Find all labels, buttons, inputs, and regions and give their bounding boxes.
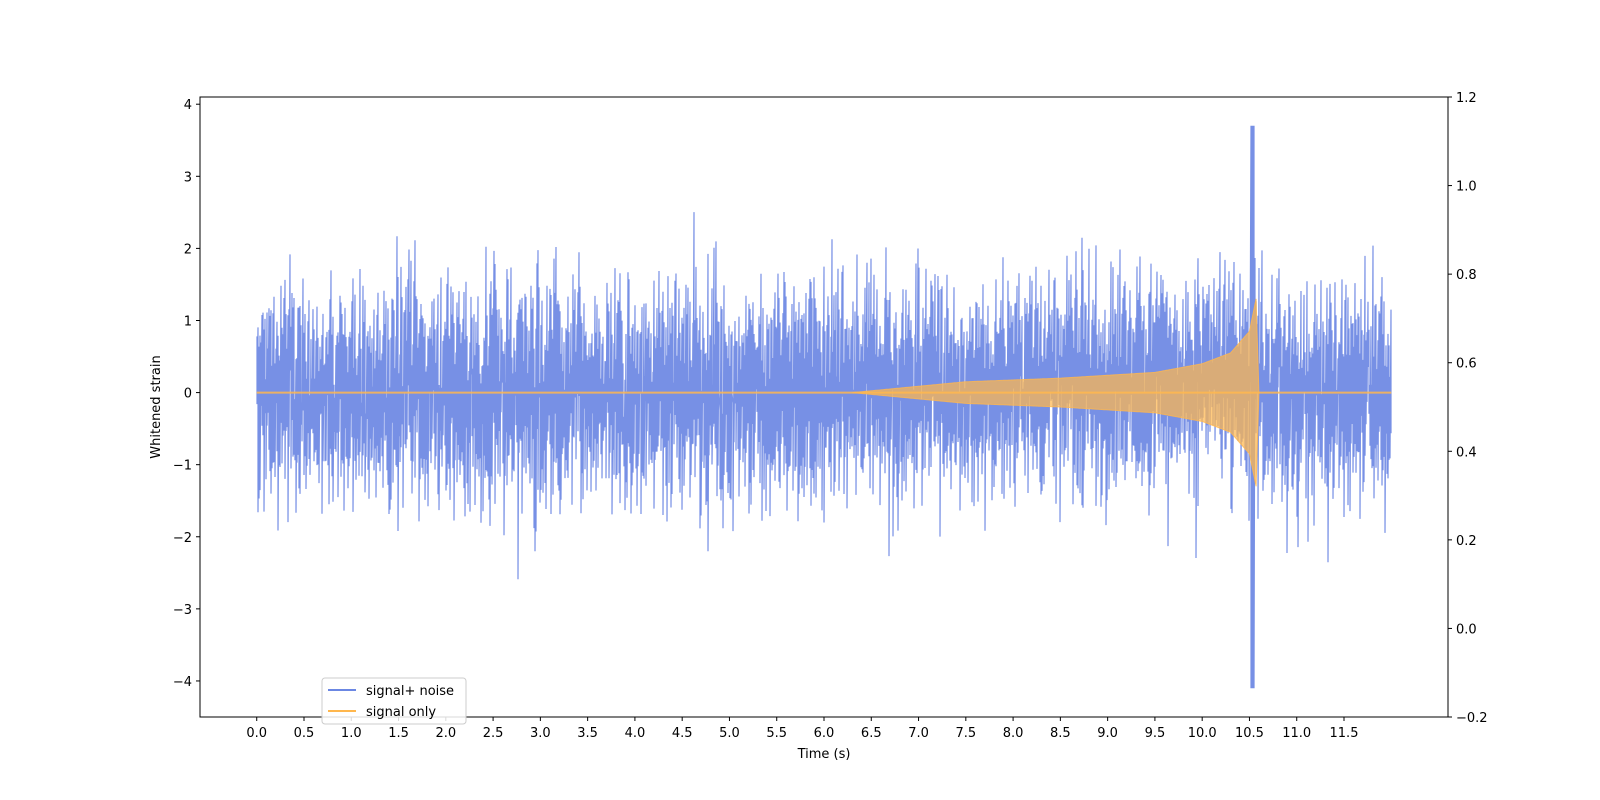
x-tick-label: 1.0: [341, 726, 362, 741]
y2-tick-label: 0.6: [1456, 357, 1477, 372]
x-tick-label: 7.0: [908, 726, 929, 741]
y-tick-label: 1: [184, 314, 192, 329]
y2-tick-label: 1.2: [1456, 91, 1477, 106]
y-tick-label: −1: [173, 459, 192, 474]
x-tick-label: 5.0: [719, 726, 740, 741]
x-tick-label: 3.5: [577, 726, 598, 741]
y-tick-label: 0: [184, 387, 192, 402]
x-axis-label: Time (s): [797, 747, 851, 762]
x-tick-label: 9.5: [1145, 726, 1166, 741]
x-tick-label: 6.0: [814, 726, 835, 741]
x-tick-label: 10.0: [1188, 726, 1217, 741]
x-tick-label: 6.5: [861, 726, 882, 741]
y-axis-ticks: −4 −3 −2 −1 0 1 2 3 4: [173, 98, 200, 690]
y-tick-label: 2: [184, 242, 192, 257]
y-axis-label: Whitened strain: [149, 355, 164, 458]
x-tick-label: 9.0: [1097, 726, 1118, 741]
series-layer: [256, 125, 1392, 689]
y2-axis-ticks: −0.2 0.0 0.2 0.4 0.6 0.8 1.0 1.2: [1448, 91, 1488, 726]
x-tick-label: 5.5: [766, 726, 787, 741]
y2-tick-label: 0.8: [1456, 268, 1477, 283]
x-tick-label: 8.5: [1050, 726, 1071, 741]
legend-label-signal-only: signal only: [366, 705, 436, 720]
y2-tick-label: 0.4: [1456, 445, 1477, 460]
x-tick-label: 4.0: [625, 726, 646, 741]
x-tick-label: 4.5: [672, 726, 693, 741]
legend-label-signal-noise: signal+ noise: [366, 684, 454, 699]
x-tick-label: 0.0: [246, 726, 267, 741]
y2-tick-label: 0.2: [1456, 534, 1477, 549]
x-tick-label: 8.0: [1003, 726, 1024, 741]
y-tick-label: −4: [173, 675, 192, 690]
x-tick-label: 11.0: [1282, 726, 1311, 741]
x-tick-label: 1.5: [388, 726, 409, 741]
x-tick-label: 11.5: [1330, 726, 1359, 741]
y2-tick-label: 1.0: [1456, 180, 1477, 195]
x-axis-ticks: 0.0 0.5 1.0 1.5 2.0 2.5 3.0 3.5 4.0 4.5 5.0 5.5 6.0 6…: [246, 717, 1358, 741]
y2-tick-label: 0.0: [1456, 622, 1477, 637]
legend: signal+ noise signal only: [321, 677, 467, 725]
y-tick-label: −2: [173, 531, 192, 546]
legend-box: [321, 677, 467, 725]
y-tick-label: −3: [173, 603, 192, 618]
x-tick-label: 0.5: [294, 726, 315, 741]
x-tick-label: 2.5: [483, 726, 504, 741]
x-tick-label: 7.5: [955, 726, 976, 741]
y2-tick-label: −0.2: [1456, 711, 1488, 726]
x-tick-label: 2.0: [435, 726, 456, 741]
y-tick-label: 3: [184, 170, 192, 185]
x-tick-label: 10.5: [1235, 726, 1264, 741]
x-tick-label: 3.0: [530, 726, 551, 741]
y-tick-label: 4: [184, 98, 192, 113]
